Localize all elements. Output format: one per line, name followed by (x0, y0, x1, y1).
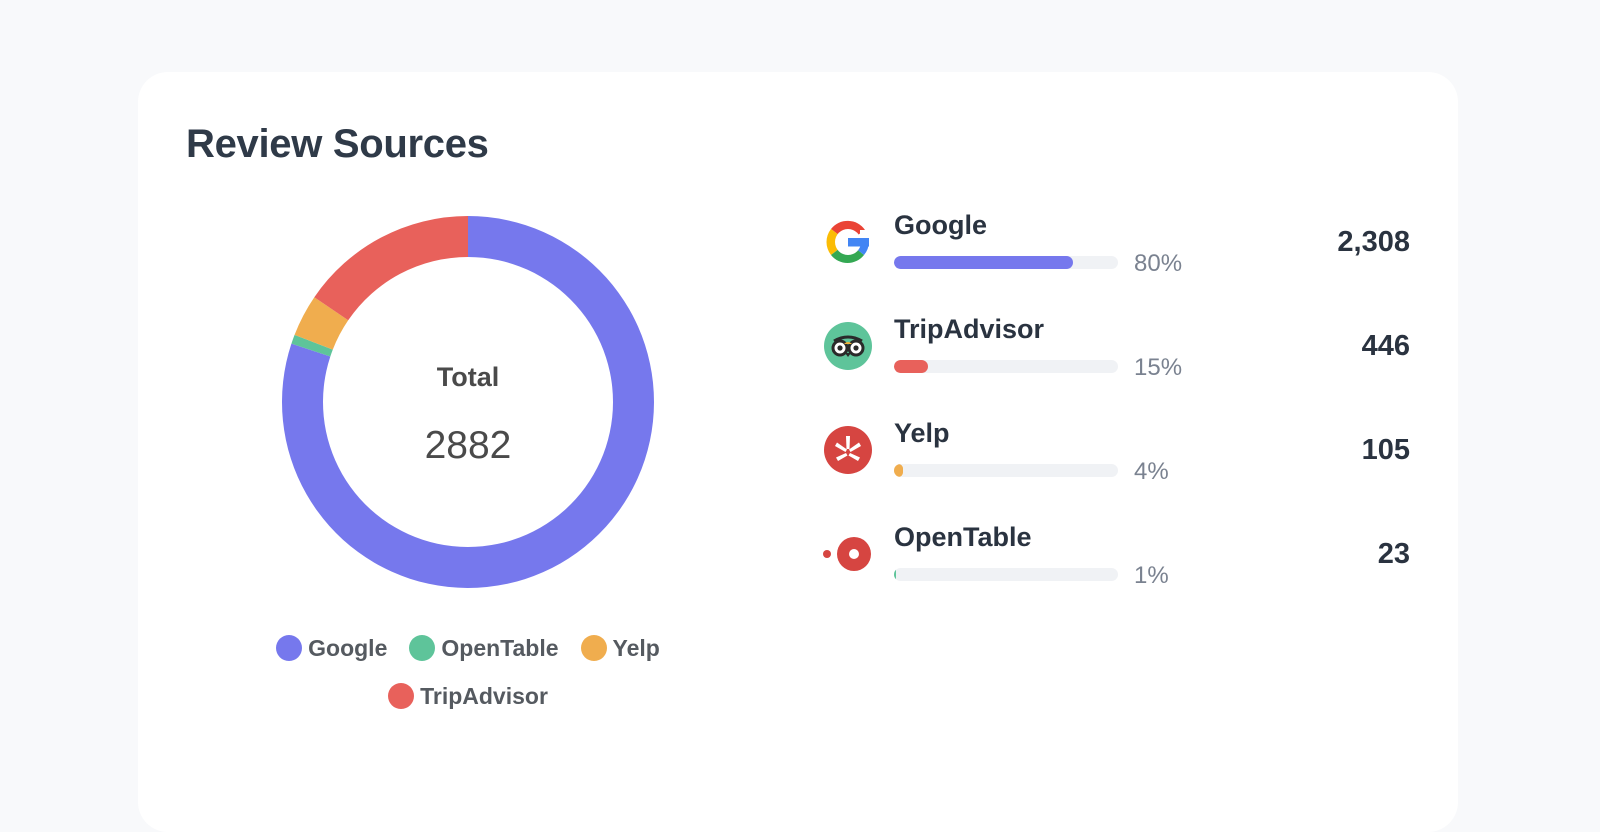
progress-track (894, 464, 1118, 477)
source-name: Google (894, 210, 987, 240)
source-count: 446 (1361, 330, 1410, 362)
source-name: OpenTable (894, 522, 1032, 552)
legend-label: OpenTable (441, 634, 559, 661)
donut-slice-tripadvisor[interactable] (314, 216, 468, 321)
source-percent: 80% (1134, 250, 1183, 277)
legend-label: Yelp (612, 634, 660, 661)
source-percent: 15% (1134, 354, 1183, 381)
card-title: Review Sources (186, 122, 489, 166)
progress-fill (894, 568, 897, 581)
yelp-icon (824, 426, 872, 474)
donut-center-value: 2882 (424, 424, 512, 467)
donut-center-title: Total (436, 362, 500, 392)
chart-legend: Google OpenTable Yelp TripAdvisor (268, 632, 668, 712)
progress-track (894, 360, 1118, 373)
progress-track (894, 256, 1118, 269)
donut-slice-yelp[interactable] (294, 297, 349, 350)
legend-swatch (276, 635, 303, 661)
legend-label: TripAdvisor (420, 682, 548, 709)
progress-fill (894, 464, 903, 477)
review-sources-card: Review Sources Total 2882 Google OpenTab… (138, 72, 1458, 832)
legend-swatch (409, 635, 436, 661)
progress-track (894, 568, 1118, 581)
source-row-tripadvisor: TripAdvisor 15% 446 (822, 314, 1410, 420)
google-icon (826, 220, 870, 264)
opentable-icon (823, 537, 871, 571)
source-count: 2,308 (1337, 226, 1410, 258)
donut-slice-opentable[interactable] (291, 334, 333, 357)
donut-chart (282, 216, 654, 588)
legend-item-google[interactable]: Google (276, 632, 387, 664)
legend-swatch (580, 635, 607, 661)
tripadvisor-icon (824, 322, 872, 370)
source-name: TripAdvisor (894, 314, 1045, 344)
legend-item-opentable[interactable]: OpenTable (409, 632, 559, 664)
source-count: 105 (1361, 434, 1410, 466)
source-row-google: Google 80% 2,308 (822, 210, 1410, 316)
legend-label: Google (308, 634, 388, 661)
source-count: 23 (1377, 538, 1410, 570)
legend-swatch (388, 683, 415, 709)
legend-item-yelp[interactable]: Yelp (580, 632, 660, 664)
progress-fill (894, 256, 1074, 269)
source-percent: 4% (1134, 458, 1169, 485)
source-row-yelp: Yelp 4% 105 (822, 418, 1410, 524)
source-list: Google 80% 2,308 TripAdvisor (822, 210, 1410, 628)
source-name: Yelp (894, 418, 950, 448)
source-percent: 1% (1134, 562, 1169, 589)
progress-fill (894, 360, 928, 373)
source-row-opentable: OpenTable 1% 23 (822, 522, 1410, 628)
legend-item-tripadvisor[interactable]: TripAdvisor (388, 680, 548, 712)
